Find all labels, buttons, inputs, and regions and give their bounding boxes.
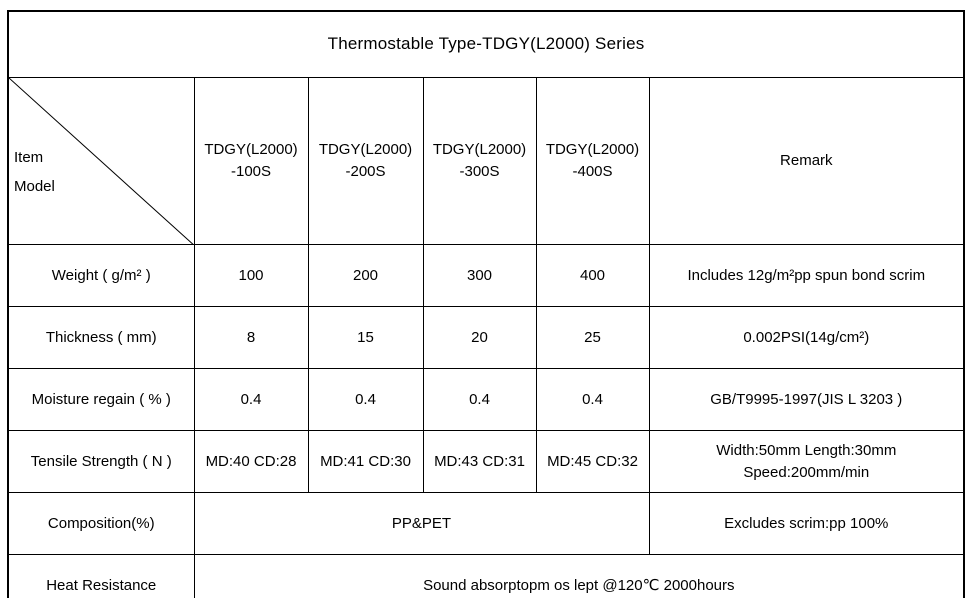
moisture-value-100s: 0.4 [193, 368, 309, 432]
title-row: Thermostable Type-TDGY(L2000) Series [7, 10, 965, 78]
tensile-value-400s: MD:45 CD:32 [535, 430, 650, 494]
thickness-value-400s: 25 [535, 306, 650, 370]
moisture-value-300s: 0.4 [422, 368, 537, 432]
row-weight: Weight ( g/m² ) 100 200 300 400 Includes… [7, 244, 965, 308]
moisture-value-400s: 0.4 [535, 368, 650, 432]
column-header-remark: Remark [648, 76, 965, 246]
table-title: Thermostable Type-TDGY(L2000) Series [7, 10, 965, 78]
tensile-value-200s: MD:41 CD:30 [307, 430, 424, 494]
weight-remark: Includes 12g/m²pp spun bond scrim [648, 244, 965, 308]
moisture-remark: GB/T9995-1997(JIS L 3203 ) [648, 368, 965, 432]
composition-merged-value: PP&PET [193, 492, 650, 556]
row-composition: Composition(%) PP&PET Excludes scrim:pp … [7, 492, 965, 556]
thickness-value-200s: 15 [307, 306, 424, 370]
column-header-400s: TDGY(L2000) -400S [535, 76, 650, 246]
column-header-200s: TDGY(L2000) -200S [307, 76, 424, 246]
composition-remark: Excludes scrim:pp 100% [648, 492, 965, 556]
thickness-remark: 0.002PSI(14g/cm²) [648, 306, 965, 370]
tensile-value-300s: MD:43 CD:31 [422, 430, 537, 494]
row-tensile-strength: Tensile Strength ( N ) MD:40 CD:28 MD:41… [7, 430, 965, 494]
tensile-value-100s: MD:40 CD:28 [193, 430, 309, 494]
row-label-thickness: Thickness ( mm) [7, 306, 195, 370]
row-label-weight: Weight ( g/m² ) [7, 244, 195, 308]
weight-value-200s: 200 [307, 244, 424, 308]
row-label-composition: Composition(%) [7, 492, 195, 556]
row-label-moisture-regain: Moisture regain ( % ) [7, 368, 195, 432]
row-thickness: Thickness ( mm) 8 15 20 25 0.002PSI(14g/… [7, 306, 965, 370]
header-row: Item Model TDGY(L2000) -100S TDGY(L2000)… [7, 76, 965, 246]
weight-value-300s: 300 [422, 244, 537, 308]
weight-value-100s: 100 [193, 244, 309, 308]
row-heat-resistance: Heat Resistance Sound absorptopm os lept… [7, 554, 965, 598]
corner-cell-item-model: Item Model [7, 76, 195, 246]
row-label-heat-resistance: Heat Resistance [7, 554, 195, 598]
diagonal-divider-line [9, 78, 194, 245]
column-header-100s: TDGY(L2000) -100S [193, 76, 309, 246]
thickness-value-300s: 20 [422, 306, 537, 370]
heat-resistance-merged-value: Sound absorptopm os lept @120℃ 2000hours [193, 554, 965, 598]
corner-label: Item Model [14, 148, 55, 195]
tensile-remark: Width:50mm Length:30mm Speed:200mm/min [648, 430, 965, 494]
moisture-value-200s: 0.4 [307, 368, 424, 432]
column-header-300s: TDGY(L2000) -300S [422, 76, 537, 246]
spec-table: Thermostable Type-TDGY(L2000) Series Ite… [7, 10, 966, 598]
thickness-value-100s: 8 [193, 306, 309, 370]
row-label-tensile-strength: Tensile Strength ( N ) [7, 430, 195, 494]
row-moisture-regain: Moisture regain ( % ) 0.4 0.4 0.4 0.4 GB… [7, 368, 965, 432]
weight-value-400s: 400 [535, 244, 650, 308]
